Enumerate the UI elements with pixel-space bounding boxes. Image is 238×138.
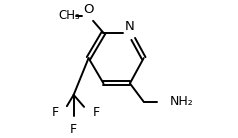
Text: F: F (70, 123, 77, 136)
Text: F: F (52, 106, 59, 119)
Text: NH₂: NH₂ (170, 95, 194, 108)
Text: F: F (93, 106, 100, 119)
Text: N: N (125, 20, 135, 33)
Text: CH₃: CH₃ (58, 9, 80, 22)
Text: O: O (83, 3, 94, 16)
